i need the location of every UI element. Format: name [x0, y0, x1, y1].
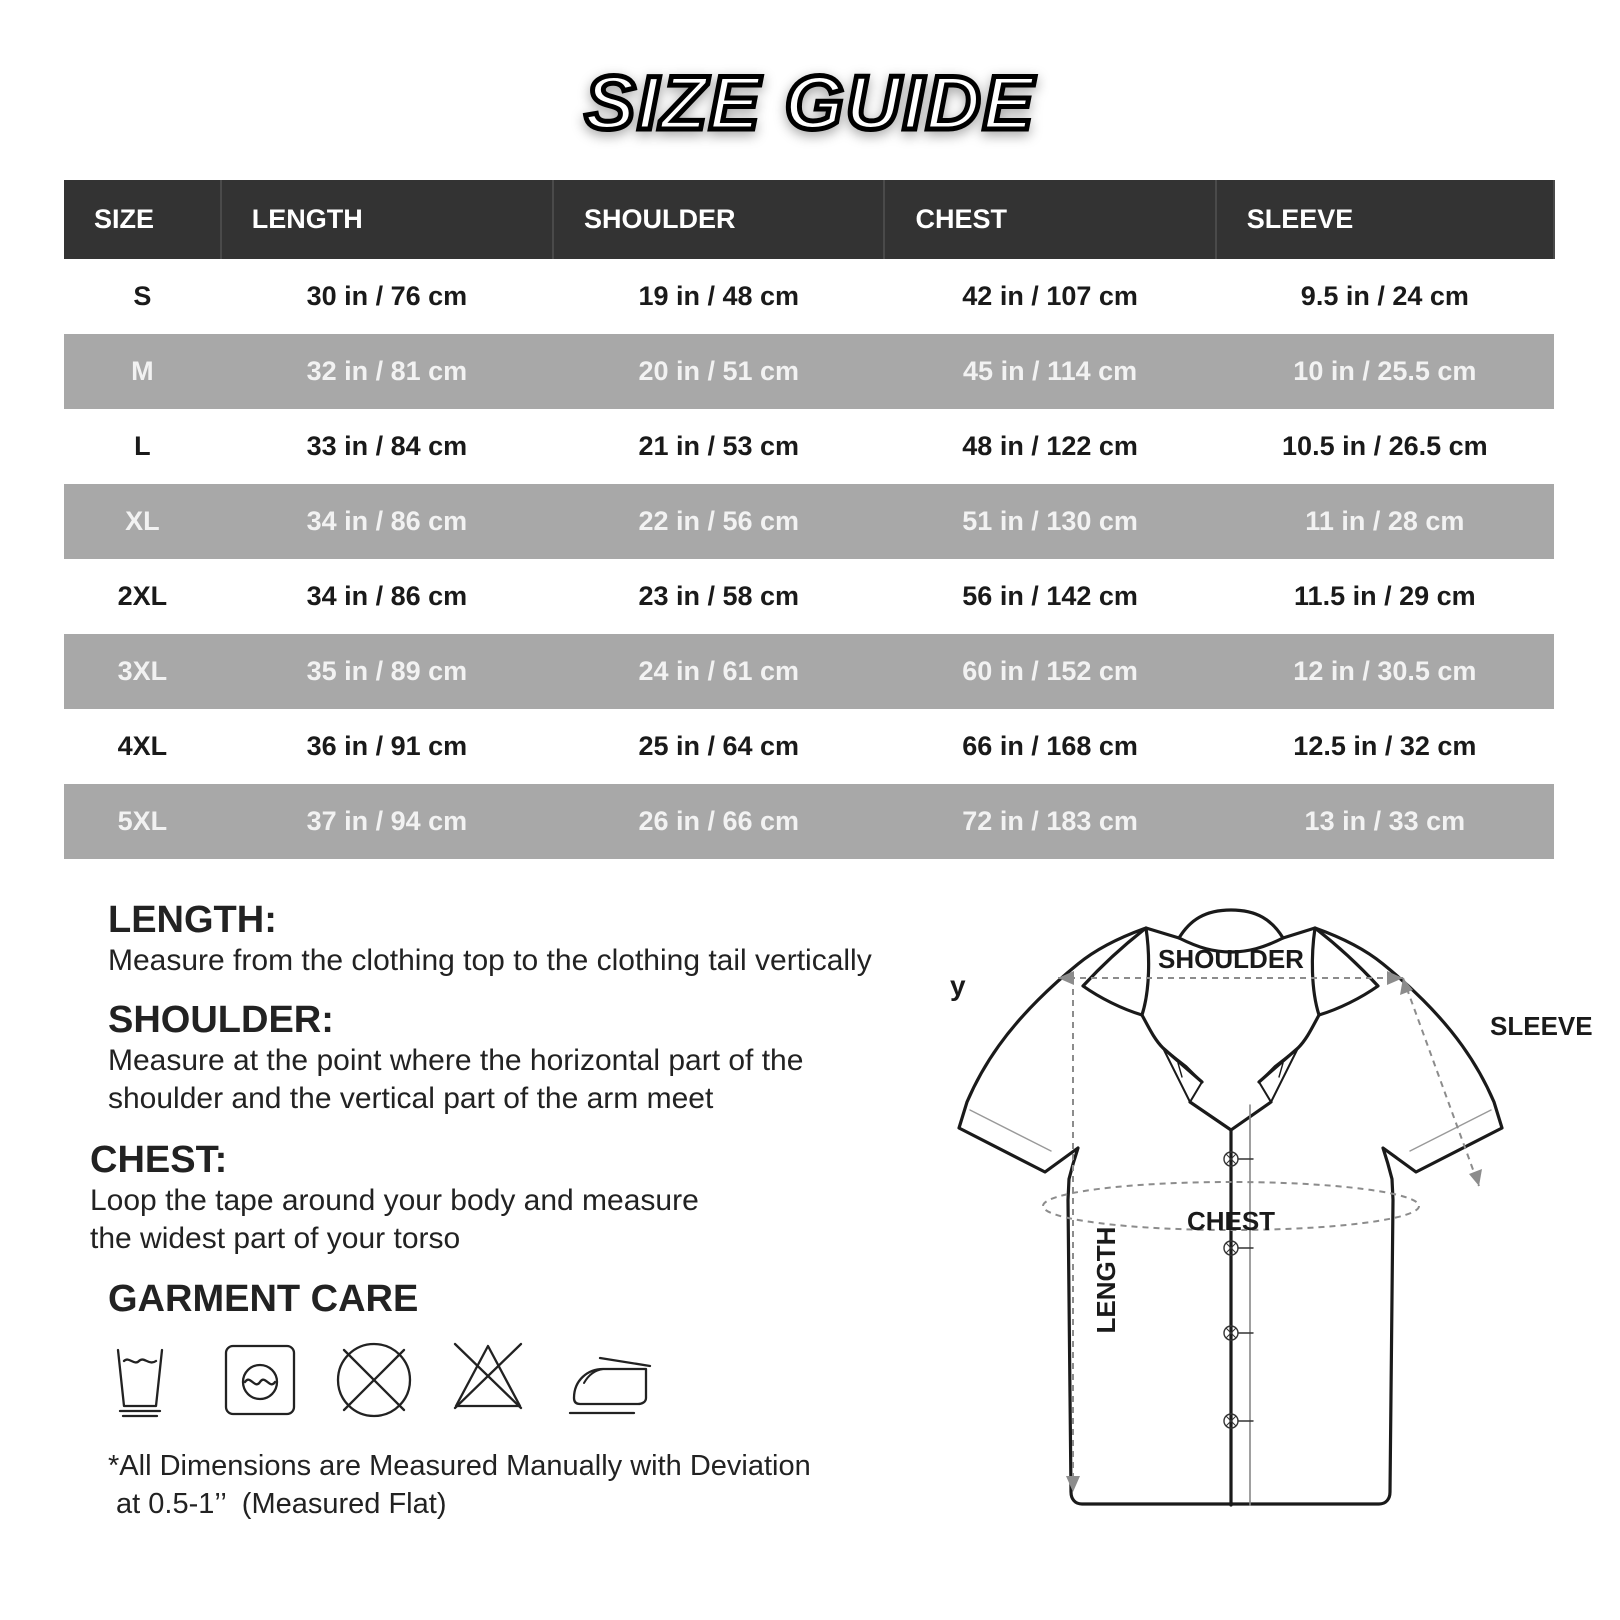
svg-text:LENGTH: LENGTH [1091, 1227, 1121, 1334]
svg-text:CHEST: CHEST [1187, 1206, 1275, 1236]
svg-text:y: y [950, 970, 966, 1001]
svg-text:SHOULDER: SHOULDER [1158, 944, 1304, 974]
svg-text:SLEEVE: SLEEVE [1490, 1011, 1593, 1041]
